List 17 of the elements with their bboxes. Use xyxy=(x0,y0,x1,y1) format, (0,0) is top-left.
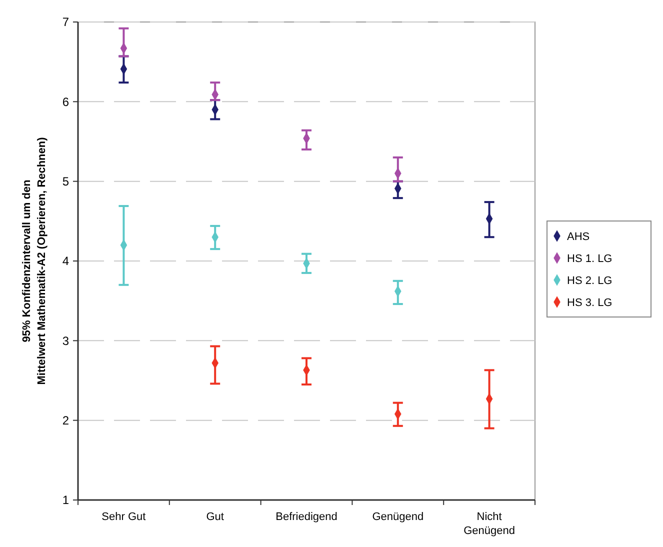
y-tick-label: 7 xyxy=(62,15,70,30)
y-tick-label: 4 xyxy=(62,254,70,268)
x-tick-label: Genügend xyxy=(372,511,424,523)
legend-label: AHS xyxy=(567,230,590,243)
y-tick-label: 1 xyxy=(62,493,70,508)
y-tick-label: 6 xyxy=(62,94,70,109)
legend-label: HS 3. LG xyxy=(567,296,612,309)
y-axis-title: 95% Konfidenzintervall um den Mittelwert Mathematik-A2 (Operieren, Rechnen) xyxy=(21,136,48,385)
legend-label: HS 1. LG xyxy=(567,252,612,265)
y-tick-label: 5 xyxy=(62,174,70,189)
legend-label: HS 2. LG xyxy=(567,274,612,287)
x-tick-label: Befriedigend xyxy=(276,511,338,523)
x-tick-label: Nicht Genügend xyxy=(464,511,515,537)
x-tick-label: Gut xyxy=(206,511,224,523)
y-tick-label: 2 xyxy=(62,414,70,428)
y-tick-label: 3 xyxy=(62,334,70,348)
x-tick-label: Sehr Gut xyxy=(102,511,146,523)
